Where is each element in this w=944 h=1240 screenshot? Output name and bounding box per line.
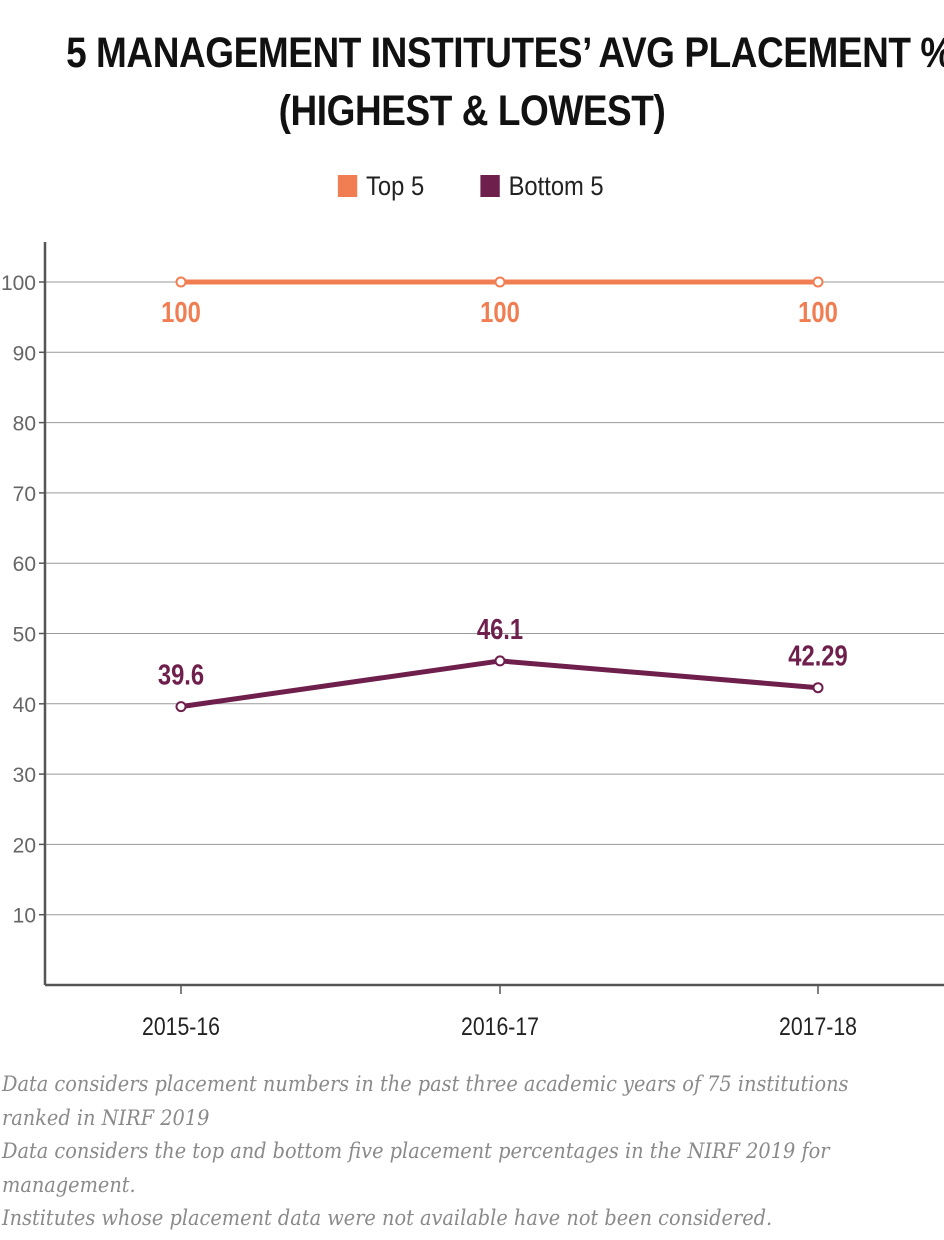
chart-title-line-2: (HIGHEST & LOWEST) [278,87,666,135]
data-point [812,682,824,694]
footnote-line: ranked in NIRF 2019 [2,1105,210,1130]
data-label: 39.6 [158,658,204,691]
chart-title: 5 MANAGEMENT INSTITUTES’ AVG PLACEMENT %… [66,24,944,140]
footnote-line: Data considers the top and bottom five p… [2,1139,830,1163]
y-tick-label: 20 [13,834,36,857]
y-tick-label: 40 [13,694,36,717]
y-tick-label: 90 [13,342,36,365]
legend-label-bottom-5: Bottom 5 [508,170,604,201]
data-label: 100 [161,296,201,329]
data-label: 42.29 [788,639,847,672]
data-label: 100 [480,296,520,329]
legend-label-top-5: Top 5 [365,170,425,201]
data-label: 100 [798,296,838,329]
legend: Top 5 Bottom 5 [0,168,944,204]
y-tick-label: 70 [13,483,36,506]
chart-title-line-1: 5 MANAGEMENT INSTITUTES’ AVG PLACEMENT % [66,29,944,77]
x-tick-label: 2016-17 [461,1012,539,1040]
series-line-bottom-5 [178,658,821,710]
y-tick-label: 30 [13,764,36,787]
legend-swatch-bottom-5 [480,175,500,197]
data-point [175,701,187,713]
footnote-line: Institutes whose placement data were not… [2,1206,773,1230]
footnote-line: Data considers placement numbers in the … [2,1072,849,1096]
y-tick-label: 10 [13,905,36,928]
footnotes: Data considers placement numbers in the … [2,1068,942,1236]
y-tick-label: 50 [13,624,36,647]
data-label: 46.1 [477,613,523,646]
y-tick-label: 100 [1,272,36,295]
x-tick-label: 2017-18 [779,1012,857,1040]
data-point [494,655,506,667]
x-tick-label: 2015-16 [142,1012,220,1040]
data-point [494,276,506,288]
y-tick-label: 80 [13,413,36,436]
data-point [175,276,187,288]
legend-swatch-top-5 [337,175,358,197]
legend-item-bottom-5[interactable]: Bottom 5 [480,170,604,202]
footnote-line: management. [2,1172,136,1197]
line-chart: 10 20 30 40 50 60 70 80 90 100 2015-16 2016-17 2017-… [1,242,944,1040]
y-tick-label: 60 [13,553,36,576]
data-point [812,276,824,288]
legend-item-top-5[interactable]: Top 5 [337,170,425,202]
